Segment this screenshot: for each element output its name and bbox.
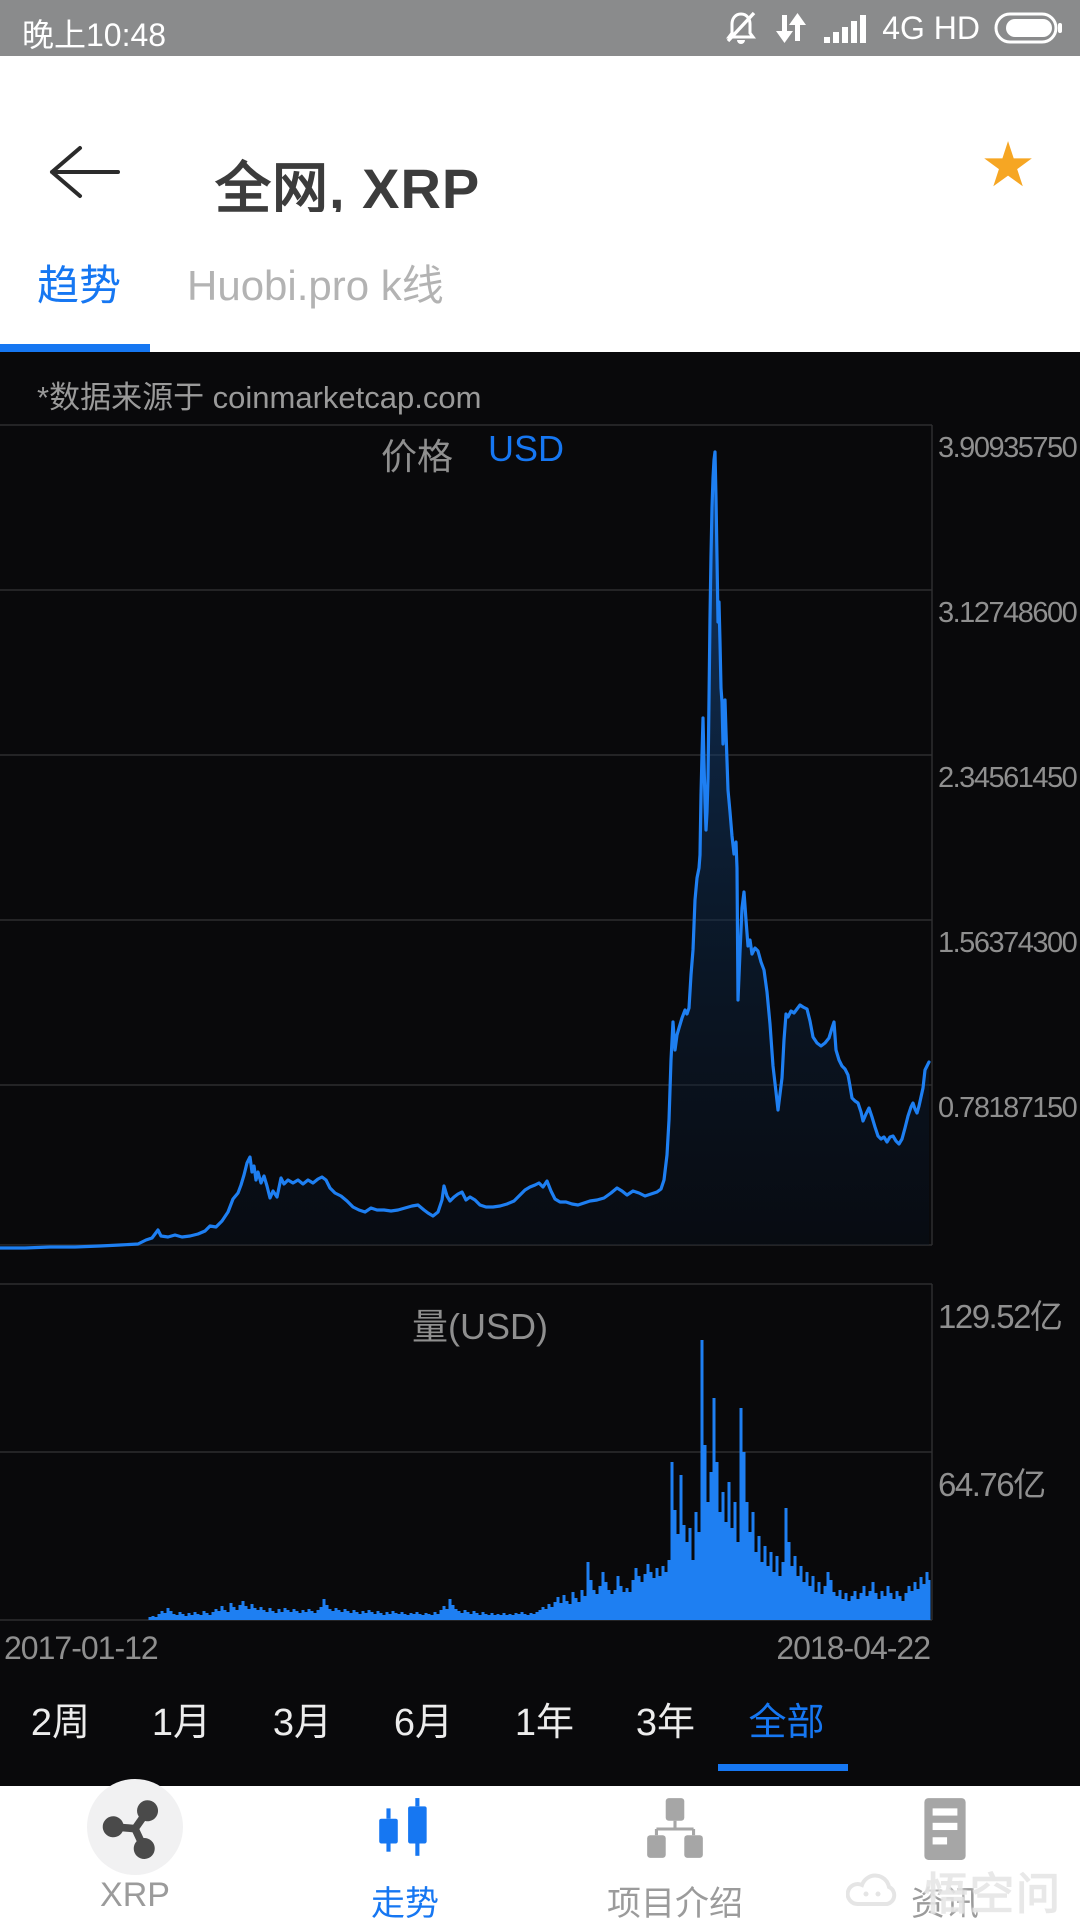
signal-icon — [822, 11, 868, 45]
price-tick-2: 2.34561450 — [938, 762, 1078, 794]
favorite-star-icon[interactable]: ★ — [980, 131, 1036, 200]
nav-item-news[interactable]: 资讯 悟空问答 — [810, 1786, 1080, 1920]
xrp-ripple-logo-icon — [87, 1779, 183, 1875]
candlestick-icon — [372, 1796, 438, 1867]
range-active-underline — [718, 1764, 848, 1771]
range-6m[interactable]: 6月 — [393, 1702, 454, 1744]
range-3m[interactable]: 3月 — [272, 1702, 333, 1744]
page-title: 全网, XRP — [215, 157, 481, 220]
price-volume-chart[interactable] — [0, 352, 1080, 1786]
chart-area: *数据来源于 coinmarketcap.com 价格 USD 3.909357… — [0, 352, 1080, 1786]
tab-active-underline — [0, 344, 150, 352]
header: 全网, XRP ★ — [0, 56, 1080, 220]
range-all[interactable]: 全部 — [748, 1702, 825, 1744]
x-axis-start-date: 2017-01-12 — [4, 1630, 159, 1666]
tab-huobi-kline[interactable]: Huobi.pro k线 — [187, 262, 444, 309]
nav-label-xrp: XRP — [100, 1876, 170, 1914]
mute-icon — [722, 9, 760, 47]
nav-item-project-intro[interactable]: 项目介绍 — [540, 1786, 810, 1920]
news-list-icon — [912, 1796, 978, 1867]
price-label: 价格 — [381, 436, 454, 477]
status-time: 晚上10:48 — [22, 17, 167, 53]
range-1y[interactable]: 1年 — [514, 1702, 575, 1744]
battery-icon — [994, 11, 1064, 45]
data-source-note: *数据来源于 coinmarketcap.com — [37, 380, 482, 415]
price-tick-0: 3.90935750 — [938, 432, 1078, 464]
tab-trend[interactable]: 趋势 — [37, 262, 122, 309]
data-arrows-icon — [774, 9, 808, 47]
price-tick-3: 1.56374300 — [938, 927, 1078, 959]
price-tick-1: 3.12748600 — [938, 597, 1078, 629]
volume-tick-1: 64.76亿 — [938, 1466, 1046, 1503]
volume-label: 量(USD) — [412, 1306, 548, 1347]
network-type-label: 4G HD — [882, 9, 980, 46]
range-1m[interactable]: 1月 — [151, 1702, 212, 1744]
range-2w[interactable]: 2周 — [30, 1702, 91, 1744]
x-axis-end-date: 2018-04-22 — [776, 1630, 931, 1666]
range-3y[interactable]: 3年 — [635, 1702, 696, 1744]
range-selector: 2周 1月 3月 6月 1年 3年 全部 — [0, 1688, 847, 1758]
nav-label-project-intro: 项目介绍 — [607, 1885, 743, 1920]
sitemap-icon — [642, 1796, 708, 1867]
currency-toggle[interactable]: USD — [488, 428, 565, 469]
nav-label-trend: 走势 — [371, 1885, 439, 1920]
tab-bar: 趋势 Huobi.pro k线 — [0, 212, 1080, 352]
price-tick-4: 0.78187150 — [938, 1092, 1078, 1124]
volume-tick-0: 129.52亿 — [938, 1298, 1063, 1335]
bottom-nav: XRP 走势 — [0, 1779, 1080, 1920]
status-bar: 晚上10:48 — [0, 0, 1080, 56]
nav-label-news: 资讯 — [911, 1885, 979, 1920]
nav-item-trend[interactable]: 走势 — [270, 1786, 540, 1920]
nav-item-xrp[interactable]: XRP — [0, 1779, 270, 1920]
back-button[interactable] — [40, 142, 130, 202]
